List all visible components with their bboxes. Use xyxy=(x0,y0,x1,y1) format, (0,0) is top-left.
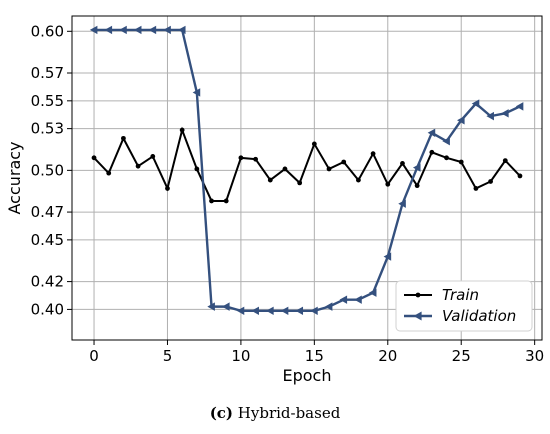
validation-point xyxy=(427,128,436,138)
train-point xyxy=(223,198,229,204)
legend-label-validation: Validation xyxy=(442,307,516,325)
train-point xyxy=(179,127,185,133)
accuracy-chart: 0 5 10 15 20 25 30 0.40 0.42 0.45 0.47 0.50 0.53 0.5… xyxy=(5,15,544,385)
validation-point xyxy=(501,109,509,118)
validation-point xyxy=(412,163,421,172)
validation-point xyxy=(354,295,362,304)
train-point xyxy=(473,186,479,191)
validation-point xyxy=(324,302,333,311)
validation-point xyxy=(442,136,450,146)
validation-point xyxy=(192,88,201,97)
train-point xyxy=(385,181,391,187)
train-point xyxy=(356,177,361,183)
y-tick-label: 0.50 xyxy=(31,161,64,179)
train-point xyxy=(165,186,170,191)
train-line xyxy=(93,126,521,202)
validation-point xyxy=(339,295,348,304)
train-point xyxy=(194,166,200,172)
train-point xyxy=(238,155,244,161)
validation-point xyxy=(295,306,304,315)
train-point xyxy=(429,149,435,155)
grid-lines xyxy=(72,16,542,340)
train-point xyxy=(282,166,288,172)
validation-point xyxy=(148,25,157,35)
train-point xyxy=(517,173,523,179)
validation-point xyxy=(251,306,259,315)
y-tick-label: 0.57 xyxy=(31,64,64,82)
validation-point xyxy=(177,25,186,35)
train-point xyxy=(370,151,376,157)
train-point xyxy=(121,135,126,141)
x-axis-ticks: 0 5 10 15 20 25 30 xyxy=(89,340,544,365)
train-point xyxy=(106,170,112,176)
train-point xyxy=(444,155,449,161)
figure-caption: (c) Hybrid-based xyxy=(0,404,550,422)
y-tick-label: 0.47 xyxy=(31,203,64,221)
y-tick-label: 0.60 xyxy=(31,22,64,40)
validation-point xyxy=(486,111,494,121)
validation-point xyxy=(119,25,127,35)
legend-entry-train xyxy=(404,292,432,298)
validation-point xyxy=(133,25,142,35)
validation-point xyxy=(368,288,377,297)
x-axis-title: Epoch xyxy=(283,366,332,385)
y-tick-label: 0.55 xyxy=(31,92,64,110)
caption-label: (c) xyxy=(209,404,234,422)
validation-point xyxy=(104,25,113,35)
train-point xyxy=(150,154,156,159)
validation-point xyxy=(280,306,289,315)
train-point xyxy=(311,141,317,147)
y-tick-label: 0.45 xyxy=(31,231,64,249)
validation-point xyxy=(163,25,171,35)
train-point xyxy=(488,179,493,184)
legend-entry-validation xyxy=(404,311,432,321)
train-point xyxy=(91,155,97,161)
x-tick-label: 20 xyxy=(378,347,397,365)
train-point xyxy=(458,159,464,165)
caption-text: Hybrid-based xyxy=(233,404,341,422)
train-point xyxy=(267,177,273,183)
train-point xyxy=(209,198,214,204)
validation-point xyxy=(222,302,230,311)
legend-label-train: Train xyxy=(442,286,479,304)
legend-box xyxy=(395,280,533,332)
x-tick-label: 30 xyxy=(525,347,544,365)
y-tick-label: 0.53 xyxy=(31,120,64,138)
x-tick-label: 10 xyxy=(231,347,250,365)
train-point xyxy=(400,160,405,166)
validation-point xyxy=(236,306,245,315)
legend-train-marker xyxy=(415,292,421,298)
train-point xyxy=(502,158,508,164)
validation-point xyxy=(89,25,98,35)
validation-point xyxy=(471,99,480,108)
validation-point xyxy=(398,199,406,208)
series-lines xyxy=(89,25,524,315)
x-tick-label: 25 xyxy=(452,347,471,365)
train-point xyxy=(326,166,332,172)
x-tick-label: 15 xyxy=(305,347,324,365)
y-tick-label: 0.42 xyxy=(31,273,64,291)
validation-point xyxy=(515,102,524,111)
y-axis-ticks: 0.40 0.42 0.45 0.47 0.50 0.53 0.55 0.57 0.60 xyxy=(31,22,72,318)
train-point xyxy=(414,183,420,189)
train-point xyxy=(297,180,303,186)
validation-point xyxy=(457,116,465,125)
validation-point xyxy=(266,306,274,315)
y-axis-title: Accuracy xyxy=(5,141,24,214)
y-tick-label: 0.40 xyxy=(31,300,64,318)
train-point xyxy=(135,163,141,169)
legend: Train Validation xyxy=(395,280,533,332)
train-point xyxy=(253,156,258,162)
plot-frame xyxy=(71,15,543,341)
x-tick-label: 0 xyxy=(89,347,99,365)
validation-point xyxy=(383,252,392,261)
validation-point xyxy=(207,302,215,311)
x-tick-label: 5 xyxy=(163,347,173,365)
train-point xyxy=(341,159,347,165)
validation-point xyxy=(310,306,318,315)
validation-point xyxy=(413,311,422,321)
